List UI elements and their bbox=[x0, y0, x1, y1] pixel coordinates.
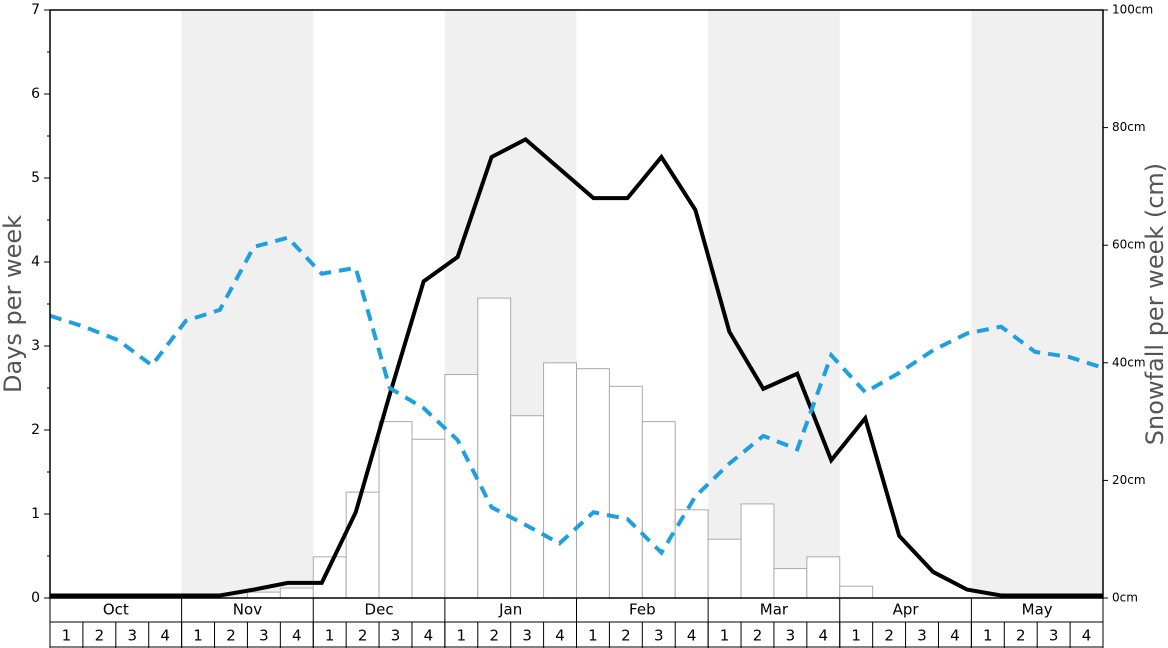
month-label: May bbox=[1022, 601, 1053, 619]
y-tick-label: 4 bbox=[31, 254, 40, 270]
month-label: Mar bbox=[760, 601, 789, 619]
y-tick-label: 7 bbox=[31, 2, 40, 18]
y2-axis-title: Snowfall per week (cm) bbox=[1141, 163, 1168, 445]
month-shade bbox=[971, 10, 1103, 598]
y-tick-label: 1 bbox=[31, 506, 40, 522]
month-shade bbox=[181, 10, 314, 598]
bar bbox=[641, 421, 676, 599]
bar bbox=[246, 591, 281, 599]
week-label: 4 bbox=[819, 627, 829, 645]
line bbox=[49, 235, 1104, 556]
week-label: 2 bbox=[621, 627, 631, 645]
bar bbox=[608, 385, 643, 599]
week-label: 1 bbox=[193, 627, 203, 645]
week-label: 3 bbox=[259, 627, 269, 645]
y2-tick-label: 80cm bbox=[1112, 120, 1146, 134]
month-label: Dec bbox=[365, 601, 394, 619]
bar bbox=[576, 368, 610, 599]
y2-tick-label: 60cm bbox=[1112, 238, 1146, 252]
week-label: 4 bbox=[687, 627, 697, 645]
bar bbox=[543, 362, 577, 599]
week-label: 3 bbox=[391, 627, 401, 645]
month-label: Jan bbox=[498, 601, 522, 619]
bar bbox=[839, 585, 874, 599]
week-label: 2 bbox=[1016, 627, 1026, 645]
week-label: 1 bbox=[720, 627, 730, 645]
week-label: 4 bbox=[424, 627, 434, 645]
y2-tick-label: 40cm bbox=[1112, 355, 1146, 369]
week-label: 3 bbox=[127, 627, 137, 645]
y-tick-label: 6 bbox=[31, 86, 40, 102]
week-label: 4 bbox=[555, 627, 565, 645]
week-label: 4 bbox=[292, 627, 302, 645]
y-tick-label: 0 bbox=[31, 590, 40, 606]
bar bbox=[806, 556, 841, 599]
y-tick-label: 3 bbox=[31, 338, 40, 354]
week-label: 1 bbox=[62, 627, 72, 645]
week-label: 2 bbox=[226, 627, 236, 645]
y2-tick-label: 20cm bbox=[1112, 473, 1146, 487]
week-label: 3 bbox=[1049, 627, 1059, 645]
month-label: Apr bbox=[893, 601, 920, 619]
week-label: 3 bbox=[522, 627, 532, 645]
bar bbox=[411, 438, 446, 599]
week-label: 2 bbox=[489, 627, 499, 645]
week-label: 3 bbox=[654, 627, 664, 645]
bar bbox=[707, 538, 742, 599]
week-label: 2 bbox=[358, 627, 368, 645]
week-label: 4 bbox=[950, 627, 960, 645]
bar bbox=[444, 374, 479, 599]
week-label: 1 bbox=[983, 627, 993, 645]
y2-tick-label: 0cm bbox=[1112, 591, 1138, 605]
line bbox=[50, 136, 1103, 598]
week-label: 4 bbox=[160, 627, 170, 645]
y-tick-label: 2 bbox=[31, 422, 40, 438]
month-label: Feb bbox=[629, 601, 656, 619]
bar bbox=[279, 587, 314, 599]
week-label: 2 bbox=[753, 627, 763, 645]
week-label: 2 bbox=[95, 627, 105, 645]
bar bbox=[477, 297, 512, 599]
week-label: 1 bbox=[325, 627, 335, 645]
week-label: 1 bbox=[457, 627, 467, 645]
week-label: 1 bbox=[851, 627, 861, 645]
y-tick-label: 5 bbox=[31, 170, 40, 186]
month-label: Nov bbox=[233, 601, 262, 619]
week-label: 3 bbox=[917, 627, 927, 645]
bar bbox=[378, 421, 413, 599]
month-label: Oct bbox=[103, 601, 129, 619]
week-label: 3 bbox=[786, 627, 796, 645]
bar bbox=[345, 491, 380, 599]
y-axis-title: Days per week bbox=[0, 215, 27, 393]
week-label: 4 bbox=[1082, 627, 1092, 645]
bar bbox=[740, 503, 775, 599]
bar bbox=[773, 568, 808, 599]
week-label: 2 bbox=[884, 627, 894, 645]
week-label: 1 bbox=[588, 627, 598, 645]
bar bbox=[510, 415, 545, 599]
month-shade bbox=[708, 10, 840, 598]
y2-tick-label: 100cm bbox=[1112, 3, 1153, 17]
